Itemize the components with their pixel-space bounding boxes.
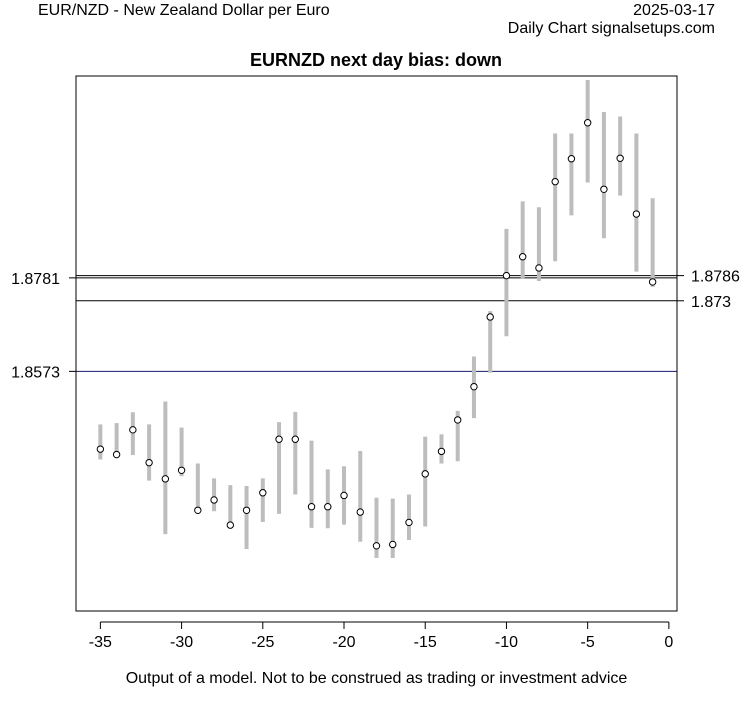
close-point xyxy=(535,264,543,272)
close-point xyxy=(161,475,170,483)
close-point xyxy=(502,271,511,280)
close-point xyxy=(632,210,641,218)
x-tick-label: 0 xyxy=(664,634,673,651)
close-point xyxy=(177,466,186,474)
close-point xyxy=(194,506,202,514)
close-point xyxy=(405,518,413,527)
close-point xyxy=(389,540,397,549)
x-tick-label: -5 xyxy=(581,634,595,651)
range-bars-layer xyxy=(98,80,655,558)
x-tick-label: -25 xyxy=(251,634,274,651)
close-point xyxy=(259,489,267,497)
close-point xyxy=(291,435,299,443)
x-axis: -35 -30 -25 -20 -15 -10 -5 0 xyxy=(89,621,673,651)
chart-source: Daily Chart signalsetups.com xyxy=(507,20,715,37)
close-point xyxy=(210,496,218,504)
close-point xyxy=(226,521,235,529)
close-point xyxy=(324,502,332,511)
close-point xyxy=(112,450,121,459)
plot-frame xyxy=(75,75,678,612)
level-label: 1.8781 xyxy=(11,271,60,288)
close-point xyxy=(518,253,527,261)
level-label: 1.873 xyxy=(691,294,731,311)
close-point xyxy=(567,155,576,163)
close-point xyxy=(583,119,592,127)
x-tick-label: -20 xyxy=(332,634,355,651)
close-point xyxy=(421,470,429,478)
close-point xyxy=(275,435,283,443)
x-tick-label: -35 xyxy=(89,634,112,651)
close-point xyxy=(600,185,608,193)
close-points-layer xyxy=(96,119,657,550)
close-point xyxy=(648,278,657,286)
chart-title: EURNZD next day bias: down xyxy=(250,50,502,70)
close-point xyxy=(340,491,348,500)
close-point xyxy=(486,313,494,321)
x-tick-label: -10 xyxy=(495,634,518,651)
disclaimer: Output of a model. Not to be construed a… xyxy=(125,670,628,687)
close-point xyxy=(551,177,559,186)
close-point xyxy=(437,447,446,456)
close-point xyxy=(242,506,251,514)
x-tick-label: -30 xyxy=(170,634,193,651)
close-point xyxy=(129,426,137,434)
levels-layer: 1.8786 1.8781 1.873 1.8573 xyxy=(11,269,740,382)
close-point xyxy=(454,416,462,424)
x-tick-label: -15 xyxy=(414,634,437,651)
close-point xyxy=(470,382,478,391)
level-label: 1.8786 xyxy=(691,269,740,286)
close-point xyxy=(616,154,624,162)
close-point xyxy=(307,502,316,511)
close-point xyxy=(96,445,105,453)
level-label: 1.8573 xyxy=(11,364,60,381)
close-point xyxy=(145,458,153,467)
close-point xyxy=(356,508,364,516)
chart-date: 2025-03-17 xyxy=(633,2,715,19)
close-point xyxy=(372,542,381,550)
instrument-title: EUR/NZD - New Zealand Dollar per Euro xyxy=(38,2,330,19)
